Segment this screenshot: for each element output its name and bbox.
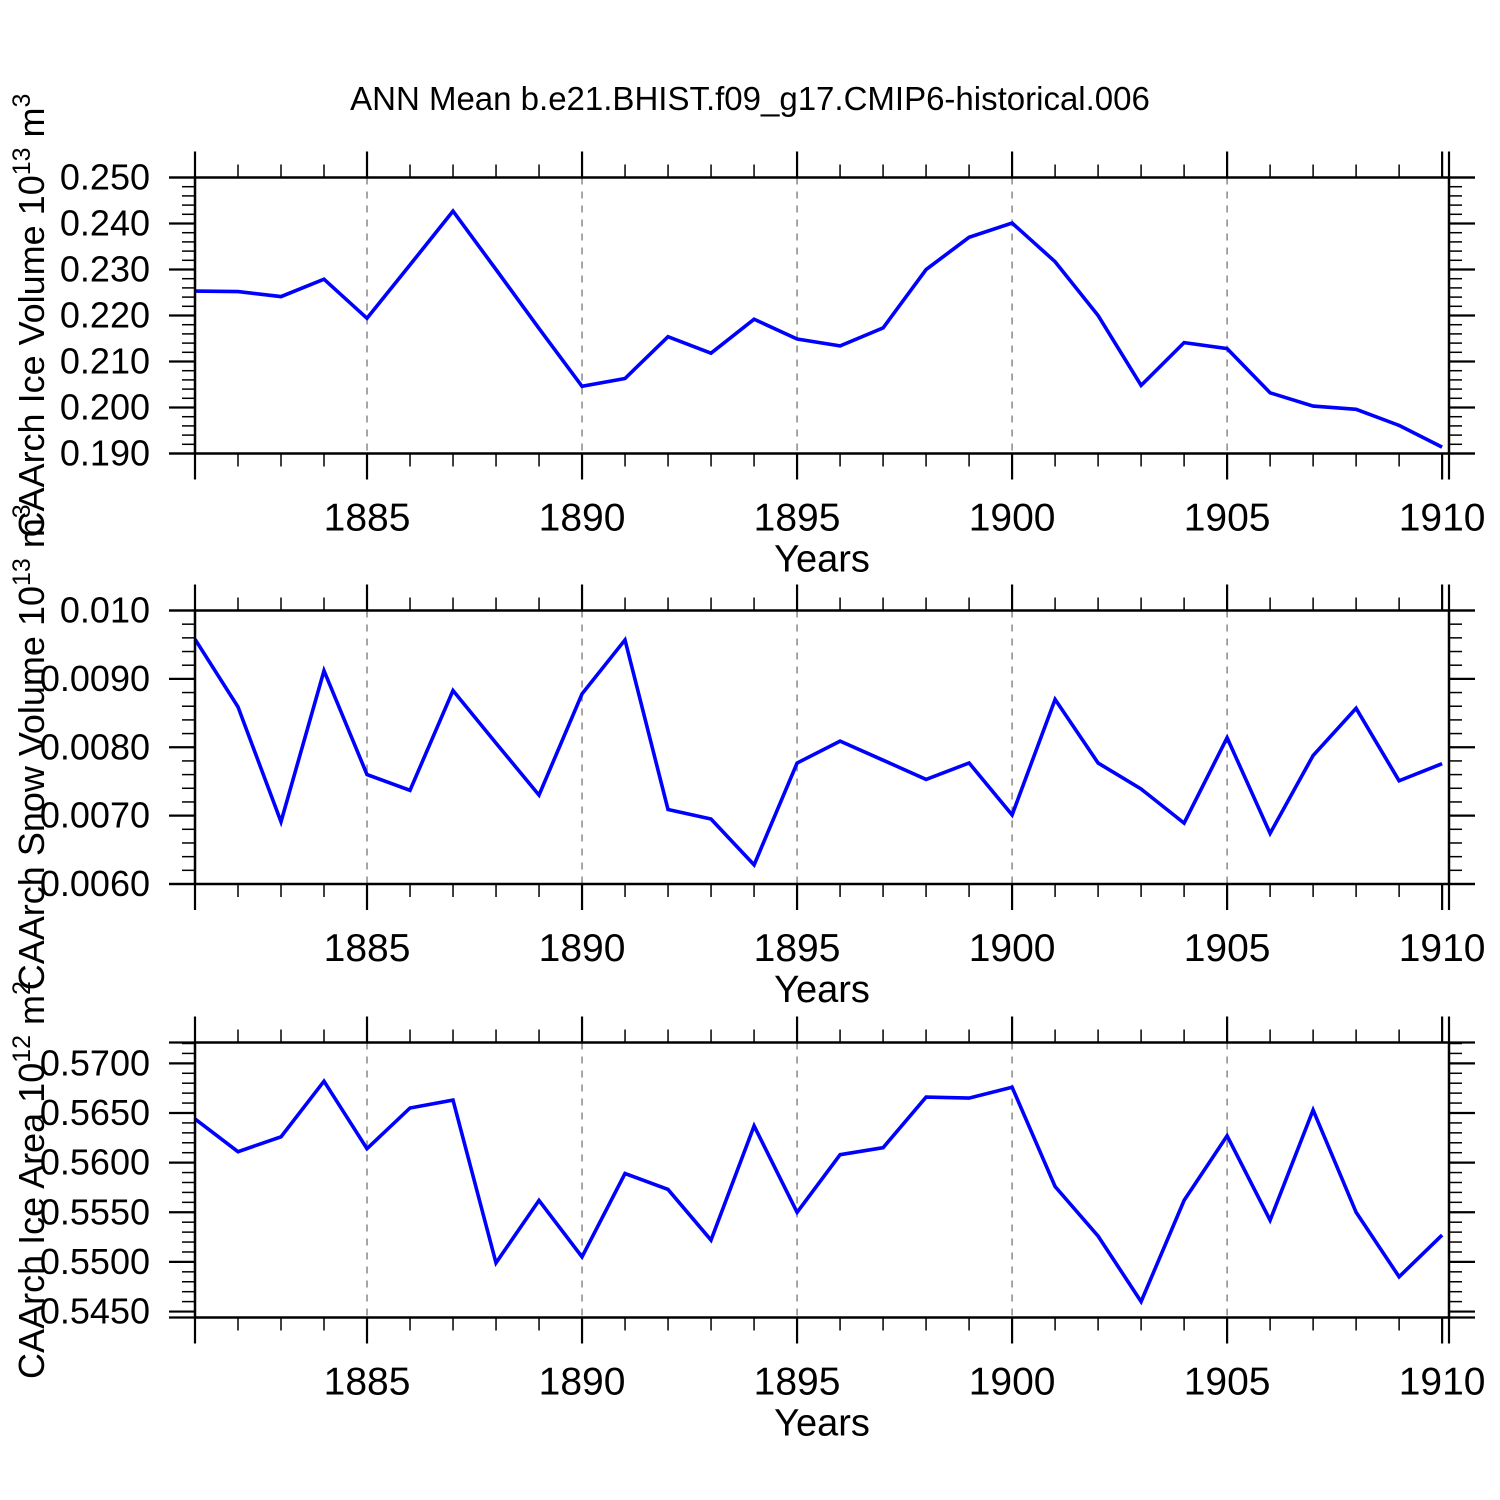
x-tick-label: 1910: [1399, 1361, 1486, 1404]
y-tick-label: 0.0080: [40, 726, 150, 767]
plot-border: [193, 176, 1451, 455]
x-tick-label: 1910: [1399, 497, 1486, 540]
y-tick-label: 0.250: [60, 157, 150, 198]
plot-border: [193, 609, 1451, 886]
y-tick-label: 0.5450: [40, 1291, 150, 1332]
x-tick-label: 1890: [539, 1361, 626, 1404]
x-tick-label: 1885: [324, 1361, 411, 1404]
x-tick-label: 1905: [1184, 1361, 1271, 1404]
x-tick-label: 1905: [1184, 927, 1271, 970]
y-tick-label: 0.190: [60, 433, 150, 474]
y-tick-label: 0.5650: [40, 1092, 150, 1133]
y-tick-label: 0.240: [60, 203, 150, 244]
y-tick-label: 0.0090: [40, 658, 150, 699]
y-axis-label: CAArch Snow Volume 1013 m3: [8, 504, 52, 990]
y-tick-label: 0.5600: [40, 1142, 150, 1183]
y-tick-label: 0.220: [60, 295, 150, 336]
x-tick-label: 1900: [969, 497, 1056, 540]
x-axis-label: Years: [774, 539, 870, 581]
y-tick-label: 0.5550: [40, 1191, 150, 1232]
x-tick-label: 1885: [324, 927, 411, 970]
plot-border: [193, 1041, 1451, 1319]
x-tick-label: 1895: [754, 1361, 841, 1404]
y-axis-label: CAArch Ice Volume 1013 m3: [8, 94, 52, 538]
y-tick-label: 0.0070: [40, 795, 150, 836]
x-tick-label: 1895: [754, 927, 841, 970]
snow-volume-series-line: [193, 635, 1443, 869]
ice-area-panel: 0.5450 0.5500 0.5550 0.5600 0.5650 0.5700 1885…: [8, 981, 1486, 1444]
y-tick-label: 0.5700: [40, 1042, 150, 1083]
y-tick-label: 0.200: [60, 387, 150, 428]
ice-volume-series-line: [194, 208, 1443, 449]
snow-volume-panel: 0.0060 0.0070 0.0080 0.0090 0.010 1885 1890 189…: [8, 504, 1486, 1011]
x-tick-label: 1900: [969, 927, 1056, 970]
x-axis-label: Years: [774, 969, 870, 1011]
ice-area-series-line: [193, 1078, 1444, 1306]
chart-title: ANN Mean b.e21.BHIST.f09_g17.CMIP6-histo…: [350, 80, 1150, 117]
y-tick-label: 0.230: [60, 249, 150, 290]
x-tick-label: 1885: [324, 497, 411, 540]
y-tick-label: 0.210: [60, 341, 150, 382]
y-tick-label: 0.0060: [40, 863, 150, 904]
x-tick-label: 1890: [539, 497, 626, 540]
y-axis-label: CAArch Ice Area 1012 m2: [8, 981, 52, 1379]
x-tick-label: 1905: [1184, 497, 1271, 540]
x-tick-label: 1890: [539, 927, 626, 970]
x-tick-label: 1900: [969, 1361, 1056, 1404]
y-tick-label: 0.5500: [40, 1241, 150, 1282]
ice-volume-panel: 0.190 0.200 0.210 0.220 0.230 0.240 0.250 1885 1…: [8, 94, 1486, 581]
y-tick-label: 0.010: [60, 590, 150, 631]
x-axis-label: Years: [774, 1403, 870, 1445]
x-tick-label: 1895: [754, 497, 841, 540]
x-tick-label: 1910: [1399, 927, 1486, 970]
